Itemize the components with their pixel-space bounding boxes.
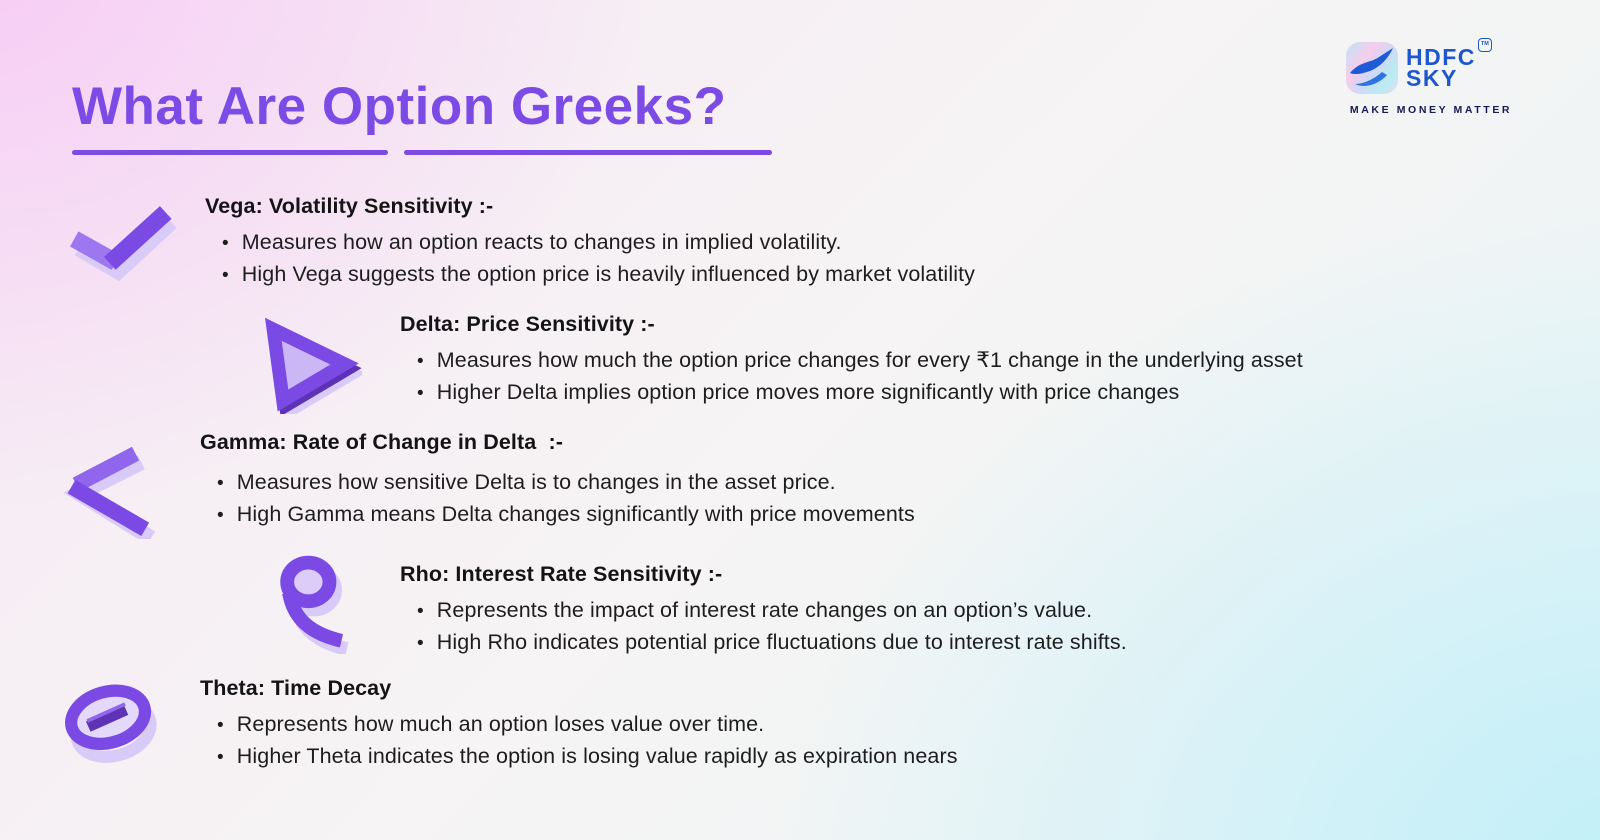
- hdfc-sky-logo: HDFC SKY TM MAKE MONEY MATTER: [1346, 37, 1516, 116]
- bullet-list: Represents how much an option loses valu…: [200, 709, 958, 773]
- nu-3d-icon: [60, 198, 182, 295]
- trademark-badge: TM: [1477, 37, 1492, 52]
- page-title: What Are Option Greeks?: [72, 77, 727, 136]
- gamma-3d-icon: [52, 442, 188, 545]
- bullet-list: Represents the impact of interest rate c…: [400, 595, 1127, 659]
- bullet-item: Represents how much an option loses valu…: [217, 709, 958, 741]
- brand-wordmark: HDFC SKY TM: [1406, 37, 1492, 91]
- bullet-item: High Vega suggests the option price is h…: [222, 259, 975, 291]
- section-heading: Vega: Volatility Sensitivity :-: [205, 194, 494, 218]
- delta-3d-icon: [254, 312, 366, 422]
- brand-line-hdfc: HDFC: [1406, 43, 1476, 70]
- hdfc-sky-app-icon: [1346, 42, 1398, 94]
- section-heading: Theta: Time Decay: [200, 676, 392, 700]
- bullet-item: High Gamma means Delta changes significa…: [217, 499, 915, 531]
- bullet-item: Higher Delta implies option price moves …: [417, 377, 1303, 409]
- bullet-list: Measures how much the option price chang…: [400, 345, 1303, 409]
- title-underline-left: [72, 150, 388, 155]
- brand-line-sky: SKY: [1406, 65, 1458, 91]
- rho-3d-icon: [266, 554, 358, 659]
- section-heading: Gamma: Rate of Change in Delta :-: [200, 430, 563, 454]
- section-heading: Rho: Interest Rate Sensitivity :-: [400, 562, 723, 586]
- theta-3d-icon: [56, 672, 162, 775]
- bullet-item: Higher Theta indicates the option is los…: [217, 741, 958, 773]
- bullet-item: Measures how much the option price chang…: [417, 345, 1303, 377]
- bullet-item: Measures how sensitive Delta is to chang…: [217, 467, 915, 499]
- bullet-list: Measures how sensitive Delta is to chang…: [200, 467, 915, 531]
- bullet-list: Measures how an option reacts to changes…: [205, 227, 975, 291]
- title-underline-right: [404, 150, 772, 155]
- brand-tagline: MAKE MONEY MATTER: [1349, 104, 1513, 116]
- bullet-item: Measures how an option reacts to changes…: [222, 227, 975, 259]
- bullet-item: High Rho indicates potential price fluct…: [417, 627, 1127, 659]
- swoosh-icon: [1350, 48, 1393, 86]
- section-heading: Delta: Price Sensitivity :-: [400, 312, 655, 336]
- bullet-item: Represents the impact of interest rate c…: [417, 595, 1127, 627]
